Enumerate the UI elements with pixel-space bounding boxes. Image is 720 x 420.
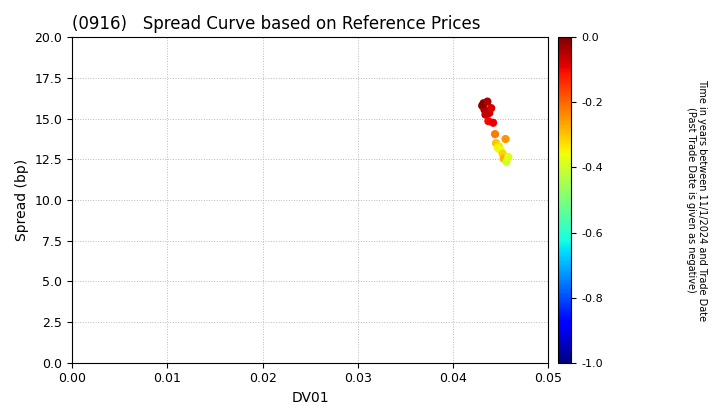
Y-axis label: Spread (bp): Spread (bp) bbox=[15, 159, 29, 241]
Point bbox=[482, 98, 493, 105]
Point bbox=[503, 154, 514, 160]
Point bbox=[490, 140, 502, 147]
Point bbox=[500, 136, 511, 142]
Point bbox=[479, 106, 490, 113]
Point bbox=[477, 102, 488, 109]
Point bbox=[500, 158, 512, 165]
Point bbox=[487, 119, 499, 126]
Point bbox=[481, 108, 492, 115]
Point bbox=[482, 118, 494, 124]
Point bbox=[492, 144, 503, 151]
Point bbox=[495, 147, 506, 154]
X-axis label: DV01: DV01 bbox=[292, 391, 329, 405]
Point bbox=[490, 131, 501, 137]
Text: (0916)   Spread Curve based on Reference Prices: (0916) Spread Curve based on Reference P… bbox=[72, 15, 481, 33]
Point bbox=[493, 143, 505, 150]
Point bbox=[480, 111, 491, 118]
Point bbox=[485, 105, 497, 111]
Point bbox=[498, 155, 509, 162]
Point bbox=[497, 150, 508, 157]
Y-axis label: Time in years between 11/1/2024 and Trade Date
(Past Trade Date is given as nega: Time in years between 11/1/2024 and Trad… bbox=[685, 79, 707, 321]
Point bbox=[478, 100, 490, 107]
Point bbox=[484, 110, 495, 116]
